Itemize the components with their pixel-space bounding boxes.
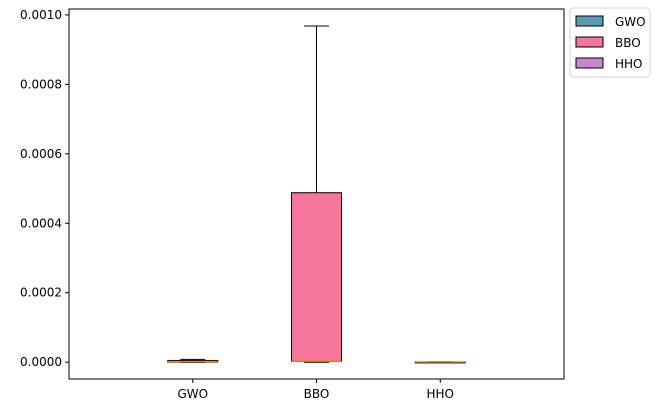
legend-swatch-hho: [575, 57, 604, 69]
y-tick-label: 0.0004: [20, 216, 62, 230]
y-tick-label: 0.0002: [20, 286, 62, 300]
box-group-hho: [414, 361, 466, 364]
legend-swatch-bbo: [575, 36, 604, 48]
box-bbo: [291, 192, 342, 362]
box-group-gwo: [167, 358, 219, 363]
box-group-bbo: [291, 25, 342, 363]
y-tick-label: 0.0008: [20, 77, 62, 91]
legend-label-hho: HHO: [615, 57, 643, 71]
y-tick-label: 0.0000: [20, 355, 62, 369]
legend-label-gwo: GWO: [615, 15, 646, 29]
y-tick-label: 0.0010: [20, 8, 62, 22]
x-tick-label: HHO: [427, 387, 455, 401]
legend-label-bbo: BBO: [615, 36, 641, 50]
x-tick-label: GWO: [177, 387, 208, 401]
x-tick-label: BBO: [304, 387, 330, 401]
y-tick-label: 0.0006: [20, 147, 62, 161]
legend: GWO BBO HHO: [569, 7, 651, 78]
legend-swatch-gwo: [575, 15, 604, 27]
